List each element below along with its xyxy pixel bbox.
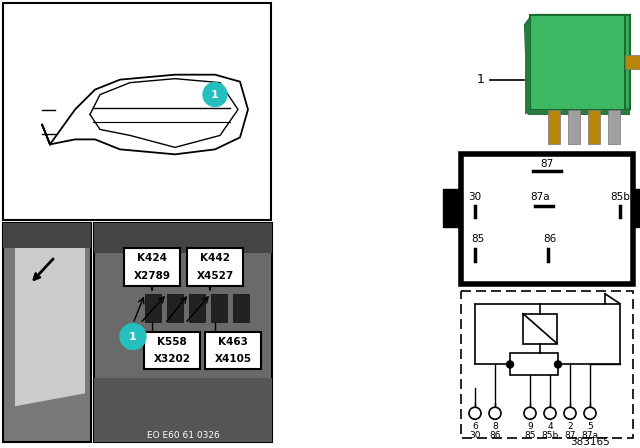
Bar bbox=[211, 294, 227, 322]
Bar bbox=[461, 154, 633, 284]
Bar bbox=[568, 109, 580, 144]
Bar bbox=[510, 353, 558, 375]
Bar bbox=[187, 248, 243, 286]
Bar bbox=[625, 55, 640, 69]
Circle shape bbox=[524, 407, 536, 419]
Text: 85b: 85b bbox=[541, 431, 559, 439]
Bar bbox=[548, 109, 560, 144]
Text: 8: 8 bbox=[492, 422, 498, 431]
Bar bbox=[523, 314, 557, 344]
Bar bbox=[167, 294, 183, 322]
Circle shape bbox=[554, 361, 561, 368]
Text: 383165: 383165 bbox=[570, 437, 610, 447]
Text: K558: K558 bbox=[157, 336, 187, 347]
Polygon shape bbox=[15, 229, 85, 406]
Text: 1: 1 bbox=[211, 90, 219, 99]
Text: 2: 2 bbox=[567, 422, 573, 431]
Bar bbox=[3, 3, 271, 220]
Circle shape bbox=[584, 407, 596, 419]
Text: X2789: X2789 bbox=[134, 271, 170, 281]
Text: 4: 4 bbox=[547, 422, 553, 431]
Bar bbox=[608, 109, 620, 144]
Text: 1: 1 bbox=[129, 332, 137, 341]
Text: 85: 85 bbox=[524, 431, 536, 439]
Text: X4105: X4105 bbox=[214, 354, 252, 365]
Text: 87a: 87a bbox=[530, 192, 550, 202]
Bar bbox=[144, 332, 200, 370]
Bar bbox=[530, 15, 625, 109]
Text: 87a: 87a bbox=[582, 431, 598, 439]
Text: 87: 87 bbox=[564, 431, 576, 439]
Bar bbox=[124, 248, 180, 286]
Bar bbox=[145, 294, 161, 322]
Polygon shape bbox=[525, 15, 630, 109]
Text: 86: 86 bbox=[543, 234, 557, 244]
Text: 1: 1 bbox=[477, 73, 485, 86]
Polygon shape bbox=[525, 18, 530, 115]
Text: 30: 30 bbox=[468, 192, 481, 202]
Text: 86: 86 bbox=[489, 431, 500, 439]
Text: K442: K442 bbox=[200, 253, 230, 263]
Text: K424: K424 bbox=[137, 253, 167, 263]
Text: X3202: X3202 bbox=[154, 354, 191, 365]
Text: X4527: X4527 bbox=[196, 271, 234, 281]
Bar bbox=[633, 189, 640, 227]
Text: EO E60 61 0326: EO E60 61 0326 bbox=[147, 431, 220, 439]
Text: 87: 87 bbox=[540, 159, 554, 169]
Bar bbox=[588, 109, 600, 144]
Text: 85b: 85b bbox=[610, 192, 630, 202]
Text: K463: K463 bbox=[218, 336, 248, 347]
Circle shape bbox=[203, 82, 227, 107]
Circle shape bbox=[544, 407, 556, 419]
Text: 9: 9 bbox=[527, 422, 533, 431]
Text: 6: 6 bbox=[472, 422, 478, 431]
Circle shape bbox=[564, 407, 576, 419]
Bar bbox=[490, 5, 635, 139]
Bar bbox=[443, 189, 461, 227]
Polygon shape bbox=[525, 109, 630, 115]
Circle shape bbox=[506, 361, 513, 368]
Bar bbox=[3, 223, 91, 442]
Bar bbox=[205, 332, 261, 370]
Bar bbox=[461, 291, 633, 438]
Bar bbox=[94, 223, 272, 442]
Circle shape bbox=[489, 407, 501, 419]
Text: 30: 30 bbox=[469, 431, 481, 439]
Circle shape bbox=[120, 323, 146, 349]
Bar bbox=[94, 223, 272, 253]
Bar bbox=[233, 294, 249, 322]
Text: 5: 5 bbox=[587, 422, 593, 431]
Circle shape bbox=[469, 407, 481, 419]
Bar bbox=[94, 379, 272, 442]
Bar bbox=[189, 294, 205, 322]
Bar bbox=[3, 223, 91, 248]
Text: 85: 85 bbox=[472, 234, 484, 244]
